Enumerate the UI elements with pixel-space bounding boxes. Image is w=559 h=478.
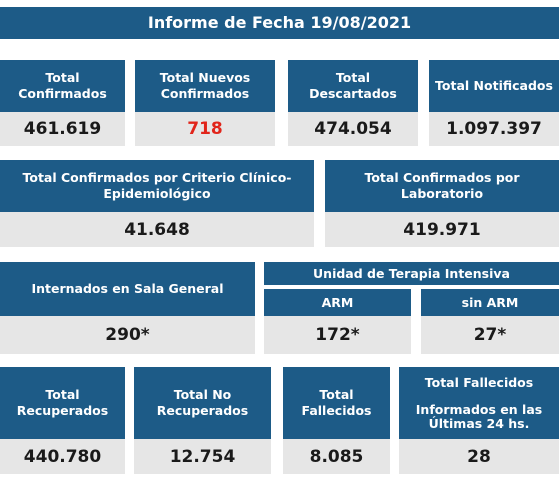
total-descartados-value: 474.054	[288, 112, 418, 146]
total-notificados-value: 1.097.397	[429, 112, 559, 146]
confirmados-criterio-clinico-value: 41.648	[0, 212, 314, 247]
confirmados-laboratorio-value: 419.971	[325, 212, 559, 247]
confirmados-laboratorio-label: Total Confirmados por Laboratorio	[325, 160, 559, 212]
total-recuperados-value: 440.780	[0, 439, 125, 474]
total-recuperados-label: Total Recuperados	[0, 367, 125, 439]
total-fallecidos-label: Total Fallecidos	[283, 367, 390, 439]
internados-sala-general-value: 290*	[0, 316, 255, 354]
total-notificados-label: Total Notificados	[429, 60, 559, 112]
total-nuevos-confirmados-label: Total Nuevos Confirmados	[135, 60, 275, 112]
arm-value: 172*	[264, 316, 411, 354]
total-no-recuperados-label: Total No Recuperados	[134, 367, 271, 439]
sin-arm-value: 27*	[421, 316, 559, 354]
total-descartados-label: Total Descartados	[288, 60, 418, 112]
report-title: Informe de Fecha 19/08/2021	[0, 7, 559, 39]
sin-arm-label: sin ARM	[421, 289, 559, 316]
total-nuevos-confirmados-value: 718	[135, 112, 275, 146]
total-confirmados-value: 461.619	[0, 112, 125, 146]
fallecidos-ultimas-24hs-label: Total Fallecidos Informados en las Últim…	[399, 367, 559, 439]
total-fallecidos-value: 8.085	[283, 439, 390, 474]
arm-label: ARM	[264, 289, 411, 316]
total-no-recuperados-value: 12.754	[134, 439, 271, 474]
total-confirmados-label: Total Confirmados	[0, 60, 125, 112]
fallecidos-ultimas-24hs-value: 28	[399, 439, 559, 474]
uti-label: Unidad de Terapia Intensiva	[264, 262, 559, 285]
confirmados-criterio-clinico-label: Total Confirmados por Criterio Clínico- …	[0, 160, 314, 212]
internados-sala-general-label: Internados en Sala General	[0, 262, 255, 316]
